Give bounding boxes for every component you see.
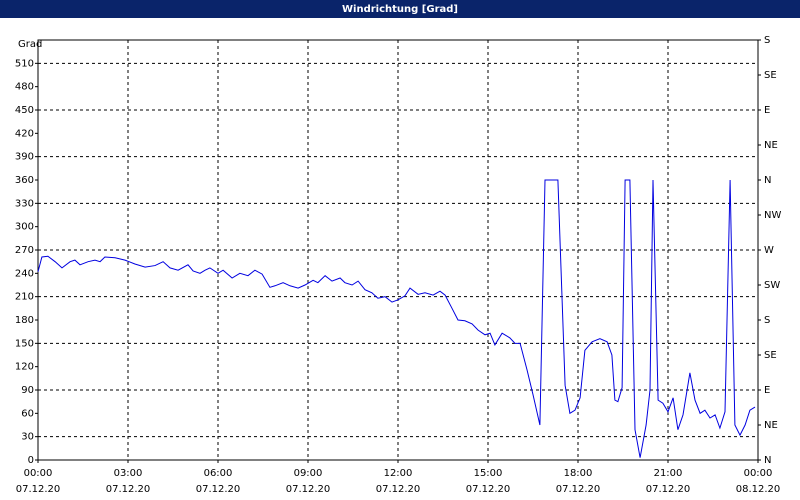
y-tick-label: 0 xyxy=(28,455,34,466)
y-tick-label: 300 xyxy=(15,222,34,233)
data-line xyxy=(37,179,756,458)
y-tick-label: 90 xyxy=(21,385,34,396)
x-tick-date: 07.12.20 xyxy=(646,484,691,495)
x-tick-label: 00:00 xyxy=(24,468,53,479)
y-axis-label: Grad xyxy=(18,39,42,50)
y2-tick-label: SW xyxy=(764,280,780,291)
chart-title: Windrichtung [Grad] xyxy=(342,4,458,15)
y-tick-label: 120 xyxy=(15,362,34,373)
y2-tick-label: E xyxy=(764,385,770,396)
y2-tick-label: S xyxy=(764,35,770,46)
x-tick-date: 07.12.20 xyxy=(376,484,421,495)
x-tick-date: 07.12.20 xyxy=(106,484,151,495)
y-tick-label: 330 xyxy=(15,198,34,209)
y2-tick-label: NE xyxy=(764,140,778,151)
y-tick-label: 210 xyxy=(15,292,34,303)
x-tick-label: 03:00 xyxy=(114,468,143,479)
y2-tick-label: S xyxy=(764,315,770,326)
y-tick-label: 30 xyxy=(21,432,34,443)
y-tick-label: 420 xyxy=(15,128,34,139)
y-tick-label: 390 xyxy=(15,152,34,163)
y2-tick-label: N xyxy=(764,455,771,466)
y-tick-label: 480 xyxy=(15,82,34,93)
x-tick-label: 09:00 xyxy=(294,468,323,479)
x-tick-label: 00:00 xyxy=(744,468,773,479)
x-tick-date: 07.12.20 xyxy=(466,484,511,495)
y2-tick-label: NW xyxy=(764,210,781,221)
y-tick-label: 60 xyxy=(21,408,34,419)
x-tick-date: 07.12.20 xyxy=(16,484,61,495)
x-tick-date: 07.12.20 xyxy=(556,484,601,495)
y2-tick-label: NE xyxy=(764,420,778,431)
x-tick-label: 12:00 xyxy=(384,468,413,479)
x-tick-date: 07.12.20 xyxy=(286,484,331,495)
y-tick-label: 150 xyxy=(15,338,34,349)
y-tick-label: 450 xyxy=(15,105,34,116)
x-tick-date: 07.12.20 xyxy=(196,484,241,495)
x-tick-label: 15:00 xyxy=(474,468,503,479)
x-tick-label: 21:00 xyxy=(654,468,683,479)
x-tick-date: 08.12.20 xyxy=(736,484,781,495)
title-bar xyxy=(0,0,800,18)
y-tick-label: 270 xyxy=(15,245,34,256)
y-tick-label: 510 xyxy=(15,58,34,69)
y2-tick-label: N xyxy=(764,175,771,186)
y2-tick-label: W xyxy=(764,245,774,256)
y-tick-label: 180 xyxy=(15,315,34,326)
y2-tick-label: SE xyxy=(764,70,777,81)
y-tick-label: 240 xyxy=(15,268,34,279)
x-tick-label: 18:00 xyxy=(564,468,593,479)
y2-tick-label: SE xyxy=(764,350,777,361)
plot-frame xyxy=(37,39,759,461)
y2-tick-label: E xyxy=(764,105,770,116)
x-tick-label: 06:00 xyxy=(204,468,233,479)
y-tick-label: 360 xyxy=(15,175,34,186)
